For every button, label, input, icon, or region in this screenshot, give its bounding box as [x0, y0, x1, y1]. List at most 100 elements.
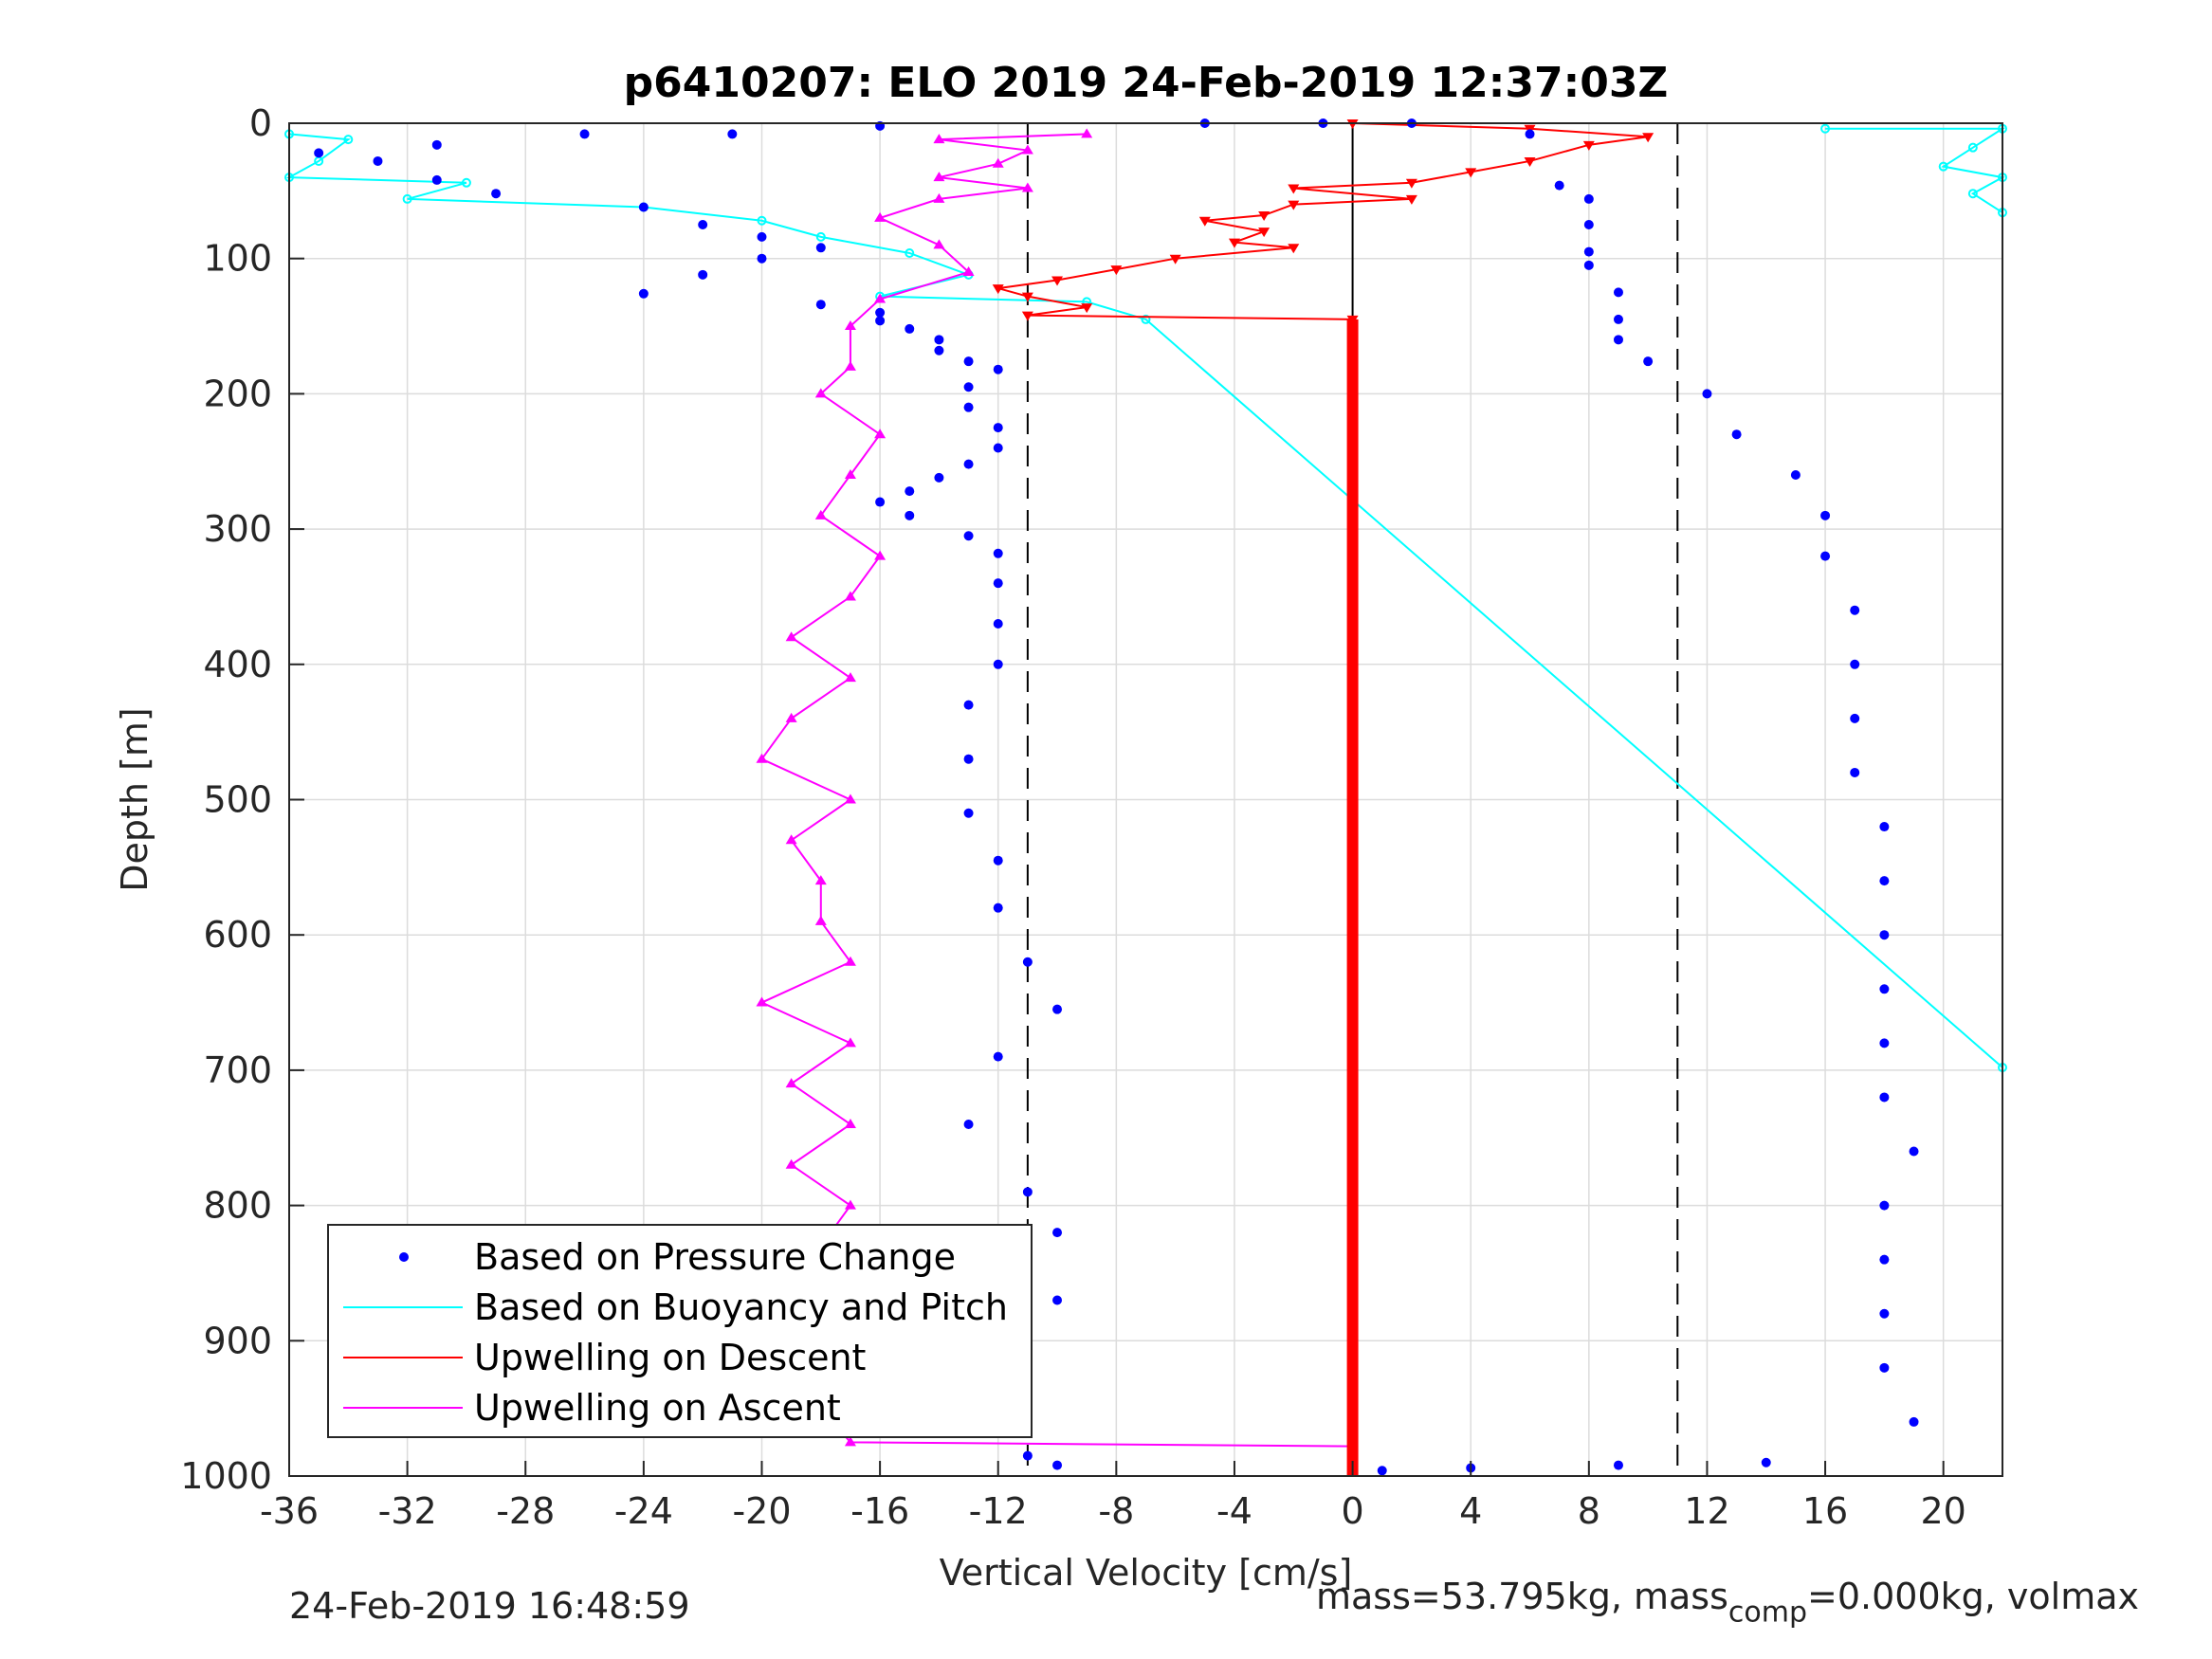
legend-label: Based on Buoyancy and Pitch	[474, 1286, 1008, 1328]
upwelling-descent-marker	[1169, 254, 1181, 264]
buoyancy-point	[905, 247, 915, 258]
upwelling-ascent-marker	[1021, 182, 1033, 192]
pressure-ascent-point	[1613, 335, 1623, 345]
y-tick-label: 100	[203, 238, 272, 280]
upwelling-descent-marker	[1288, 200, 1300, 210]
chart-title: p6410207: ELO 2019 24-Feb-2019 12:37:03Z	[624, 59, 1669, 107]
pressure-descent-point	[1052, 1004, 1063, 1014]
buoyancy-point	[461, 177, 471, 188]
pressure-descent-point	[875, 307, 886, 318]
upwelling-ascent-marker	[874, 550, 887, 560]
x-tick-label: -16	[850, 1490, 909, 1532]
x-tick-label: 16	[1802, 1490, 1848, 1532]
x-tick-label: 12	[1684, 1490, 1729, 1532]
pressure-descent-point	[815, 300, 826, 310]
y-tick-label: 0	[249, 102, 272, 144]
buoyancy-point	[402, 193, 412, 204]
y-tick-label: 400	[203, 644, 272, 685]
pressure-ascent-point	[1643, 356, 1654, 367]
pressure-ascent-point	[1879, 822, 1890, 832]
y-tick-label: 300	[203, 508, 272, 550]
pressure-descent-point	[698, 269, 708, 280]
pressure-ascent-point	[1879, 1092, 1890, 1103]
pressure-ascent-point	[1731, 429, 1742, 440]
pressure-ascent-point	[1879, 876, 1890, 886]
x-tick-label: 4	[1459, 1490, 1482, 1532]
pressure-descent-point	[993, 443, 1003, 453]
pressure-ascent-point	[1879, 1254, 1890, 1265]
mass-text-suffix: =0.000kg, volmax	[1807, 1576, 2140, 1617]
pressure-ascent-point	[1909, 1416, 1919, 1427]
pressure-ascent-point	[1850, 659, 1860, 669]
pressure-ascent-point	[1879, 1200, 1890, 1211]
upwelling-ascent-marker	[933, 134, 945, 144]
pressure-ascent-point	[1583, 193, 1594, 204]
pressure-ascent-point	[1909, 1146, 1919, 1157]
upwelling-descent-marker	[1198, 216, 1211, 227]
pressure-descent-point	[875, 497, 886, 507]
pressure-descent-point	[963, 382, 974, 392]
y-tick-label: 500	[203, 779, 272, 821]
footer-mass-info: mass=53.795kg, masscomp=0.000kg, volmax	[1316, 1576, 2139, 1630]
pressure-ascent-point	[1879, 984, 1890, 994]
y-tick-label: 1000	[180, 1455, 272, 1497]
pressure-descent-point	[993, 618, 1003, 629]
buoyancy-point	[343, 135, 354, 145]
pressure-descent-point	[963, 356, 974, 367]
buoyancy-point	[757, 215, 767, 226]
upwelling-descent-marker	[1228, 238, 1240, 248]
pressure-descent-point	[431, 174, 442, 185]
upwelling-ascent-marker	[844, 360, 856, 371]
pressure-descent-point	[1052, 1295, 1063, 1305]
upwelling-ascent-marker	[844, 672, 856, 683]
pressure-descent-point	[431, 139, 442, 150]
upwelling-ascent-marker	[962, 265, 975, 276]
pressure-ascent-point	[1879, 930, 1890, 940]
upwelling-ascent-marker	[844, 591, 856, 601]
upwelling-ascent-marker	[785, 1158, 797, 1169]
pressure-descent-point	[905, 323, 915, 334]
pressure-descent-point	[757, 231, 767, 242]
pressure-ascent-point	[1583, 220, 1594, 230]
pressure-descent-point	[993, 364, 1003, 374]
pressure-descent-point	[1052, 1228, 1063, 1238]
pressure-descent-point	[579, 129, 590, 139]
legend-swatch	[399, 1252, 409, 1262]
x-tick-label: -8	[1098, 1490, 1134, 1532]
pressure-descent-point	[314, 148, 324, 158]
upwelling-ascent-marker	[756, 996, 768, 1007]
pressure-ascent-point	[1702, 389, 1712, 399]
pressure-descent-point	[491, 189, 502, 199]
pressure-descent-point	[963, 754, 974, 764]
upwelling-ascent-marker	[1081, 128, 1093, 138]
buoyancy-pitch-line	[285, 133, 2003, 1068]
upwelling-ascent-marker	[785, 1078, 797, 1088]
buoyancy-point	[1967, 189, 1978, 199]
pressure-descent-point	[698, 220, 708, 230]
buoyancy-point	[815, 231, 826, 242]
pressure-ascent-point	[1761, 1457, 1771, 1468]
pressure-ascent-point	[1583, 260, 1594, 270]
legend-label: Based on Pressure Change	[474, 1236, 956, 1278]
upwelling-descent-marker	[1642, 133, 1654, 143]
pressure-descent-point	[1022, 1450, 1033, 1461]
pressure-ascent-point	[1613, 1460, 1623, 1470]
legend-box	[327, 1224, 1033, 1438]
pressure-ascent-point	[1377, 1466, 1387, 1476]
pressure-descent-point	[1022, 957, 1033, 967]
upwelling-descent-marker	[1524, 156, 1536, 167]
y-tick-label: 800	[203, 1185, 272, 1227]
x-tick-label: -4	[1216, 1490, 1252, 1532]
pressure-descent-point	[993, 1051, 1003, 1062]
pressure-descent-point	[373, 155, 383, 166]
x-tick-label: -20	[732, 1490, 791, 1532]
upwelling-descent-marker	[1258, 228, 1271, 238]
legend-label: Upwelling on Ascent	[474, 1387, 841, 1429]
upwelling-ascent-marker	[756, 753, 768, 763]
pressure-descent-point	[993, 902, 1003, 913]
pressure-descent-point	[1052, 1460, 1063, 1470]
upwelling-ascent-marker	[992, 157, 1004, 168]
upwelling-ascent-marker	[874, 293, 887, 303]
pressure-ascent-point	[1820, 551, 1831, 561]
